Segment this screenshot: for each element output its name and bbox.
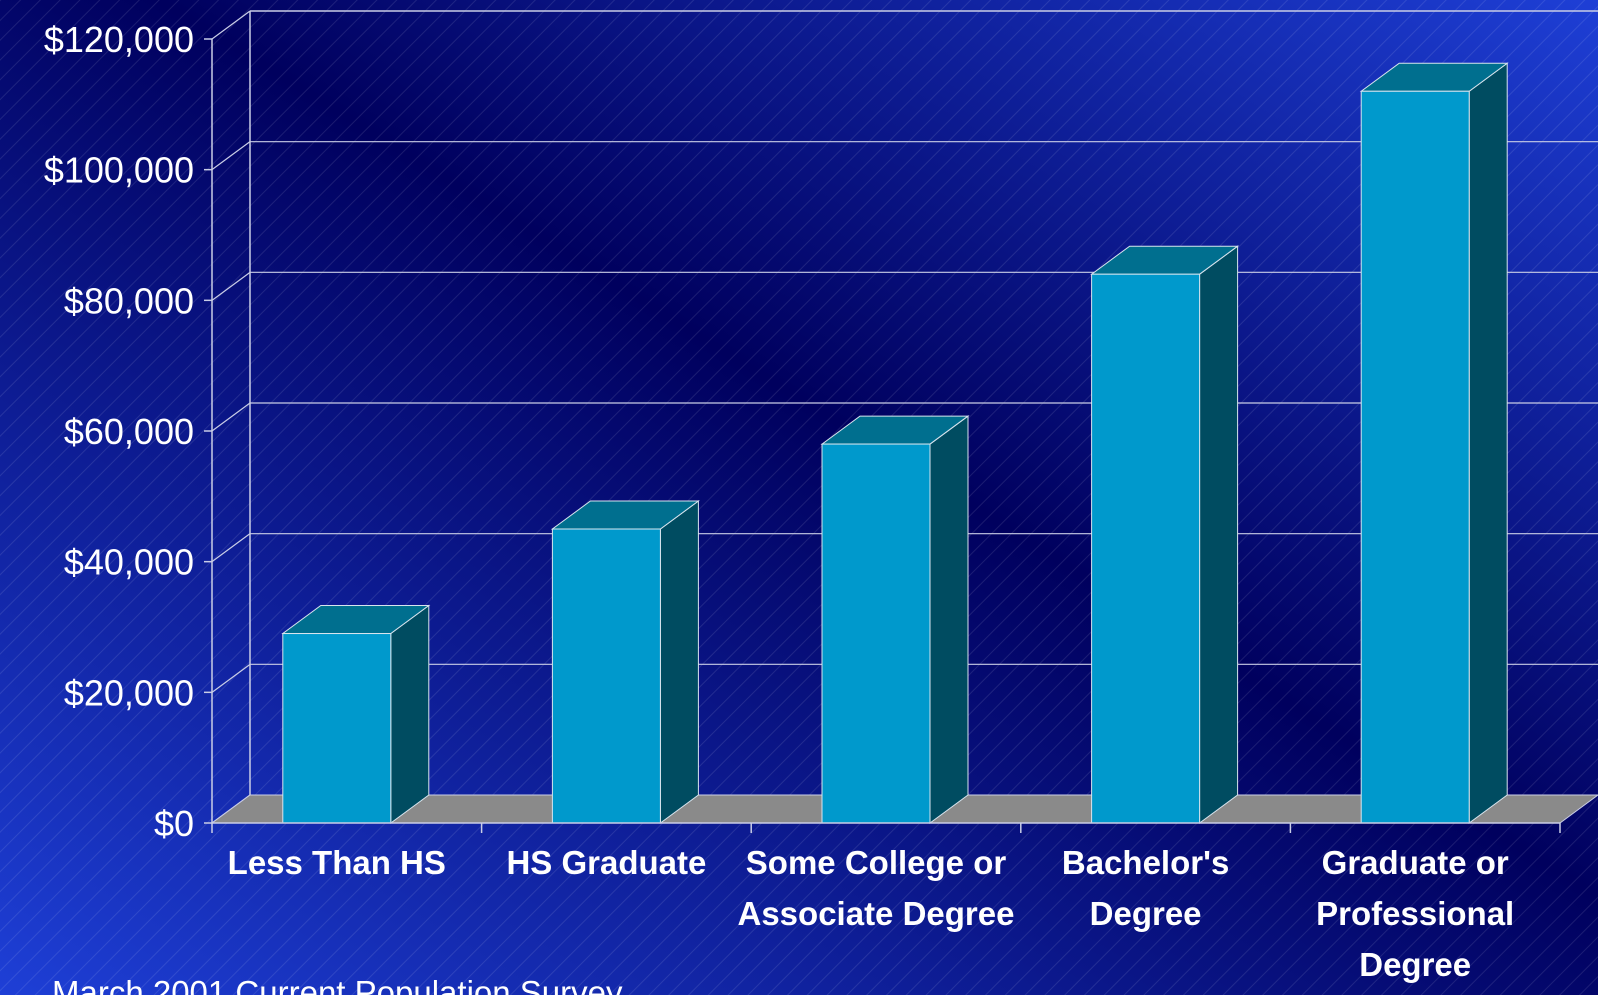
x-category-label: Some College or Associate Degree xyxy=(738,844,1015,932)
bar-front xyxy=(821,443,931,824)
bars xyxy=(281,62,1509,824)
bar-side xyxy=(929,415,969,824)
y-tick-label: $0 xyxy=(154,803,194,844)
x-category-label: Bachelor's Degree xyxy=(1062,844,1229,932)
x-axis: Less Than HS HS Graduate Some College or As… xyxy=(211,822,1561,983)
y-tick-label: $60,000 xyxy=(64,411,194,452)
x-category-label-line: Professional xyxy=(1316,895,1514,932)
bar-side xyxy=(1199,245,1239,824)
gridline-diagonal xyxy=(211,402,251,432)
y-tick-label: $80,000 xyxy=(64,280,194,321)
bar-side xyxy=(1468,62,1508,824)
gridline-diagonal xyxy=(211,533,251,563)
x-category-label-line: Graduate or xyxy=(1322,844,1509,881)
gridline-diagonal xyxy=(211,663,251,693)
bar xyxy=(1359,62,1509,824)
bar-side xyxy=(659,500,699,824)
gridline-diagonal xyxy=(211,10,251,40)
x-category-label-line: Bachelor's xyxy=(1062,844,1229,881)
x-category-label: HS Graduate xyxy=(506,844,706,881)
y-tick-label: $20,000 xyxy=(64,672,194,713)
x-category-label: Graduate or Professional Degree xyxy=(1316,844,1514,983)
x-category-label-line: HS Graduate xyxy=(506,844,706,881)
bar-side xyxy=(390,604,430,824)
bar-front xyxy=(1360,90,1470,824)
x-category-label-line: Degree xyxy=(1090,895,1202,932)
bar-front xyxy=(551,528,661,824)
bar xyxy=(820,415,970,824)
bar xyxy=(1090,245,1240,824)
gridline-diagonal xyxy=(211,141,251,171)
x-category-label-line: Some College or xyxy=(746,844,1007,881)
x-category-label-line: Associate Degree xyxy=(738,895,1015,932)
bar xyxy=(550,500,700,824)
footnote-text: March 2001 Current Population Survey xyxy=(52,974,623,995)
y-tick-label: $100,000 xyxy=(44,150,194,191)
x-category-label-line: Degree xyxy=(1359,946,1471,983)
x-category-label-line: Less Than HS xyxy=(228,844,446,881)
x-category-label: Less Than HS xyxy=(228,844,446,881)
y-axis: $0 $20,000 $40,000 $60,000 $80,000 $100,000 $1… xyxy=(44,19,213,844)
y-tick-label: $40,000 xyxy=(64,542,194,583)
bar xyxy=(281,604,431,824)
y-tick-label: $120,000 xyxy=(44,19,194,60)
gridline-diagonal xyxy=(211,271,251,301)
bar-front xyxy=(1091,273,1201,824)
bar-front xyxy=(282,633,392,824)
